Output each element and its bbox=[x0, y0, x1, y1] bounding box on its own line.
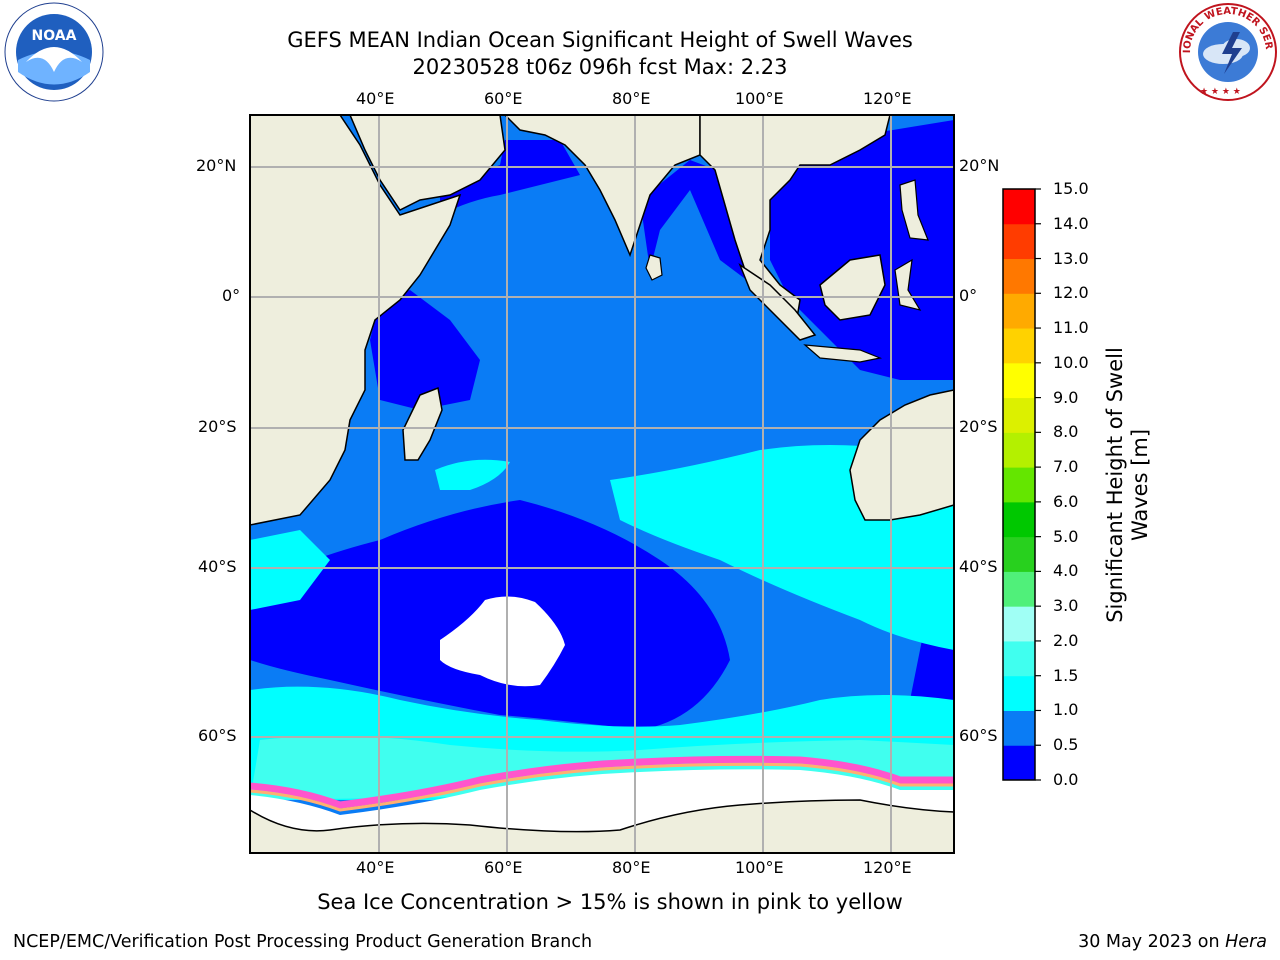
lon-tick-bottom: 40°E bbox=[356, 858, 395, 877]
colorbar-tick-label: 0.5 bbox=[1053, 735, 1079, 755]
colorbar-segment bbox=[1003, 536, 1035, 572]
footer-machine: Hera bbox=[1225, 932, 1267, 952]
land-borneo bbox=[819, 254, 886, 321]
land-java bbox=[803, 344, 883, 363]
lat-tick-right: 0° bbox=[959, 286, 978, 305]
colorbar-segment bbox=[1003, 640, 1035, 677]
colorbar-tick-label: 10.0 bbox=[1053, 352, 1089, 372]
colorbar-title-line2: Waves [m] bbox=[1128, 428, 1152, 542]
lat-tick-right: 20°S bbox=[959, 417, 998, 436]
lat-tick-right: 40°S bbox=[959, 557, 998, 576]
gridlines bbox=[250, 115, 954, 853]
lat-tick-left: 0° bbox=[222, 286, 241, 305]
lon-tick-bottom: 80°E bbox=[612, 858, 651, 877]
colorbar-title-line1: Significant Height of Swell bbox=[1103, 347, 1127, 623]
lon-tick-bottom: 100°E bbox=[735, 858, 784, 877]
swell-band-cyan-3 bbox=[250, 530, 330, 610]
colorbar-segment bbox=[1003, 571, 1035, 607]
colorbar-segment bbox=[1003, 362, 1035, 399]
sea-ice-caption: Sea Ice Concentration > 15% is shown in … bbox=[317, 890, 903, 914]
lat-tick-left: 20°N bbox=[196, 156, 237, 175]
colorbar-segment bbox=[1003, 501, 1035, 538]
lat-tick-left: 40°S bbox=[198, 557, 237, 576]
sea-ice-edge-inner bbox=[250, 762, 954, 812]
svg-text:★ ★ ★ ★: ★ ★ ★ ★ bbox=[1200, 87, 1241, 97]
colorbar-segment bbox=[1003, 606, 1035, 642]
lon-tick-top: 40°E bbox=[356, 89, 395, 108]
colorbar-tick-label: 1.0 bbox=[1053, 700, 1079, 720]
antarctica-land bbox=[250, 799, 954, 853]
colorbar-segment bbox=[1003, 432, 1035, 468]
colorbar-segment bbox=[1003, 675, 1035, 711]
colorbar-segment bbox=[1003, 328, 1035, 364]
colorbar-segment bbox=[1003, 189, 1035, 225]
svg-text:NOAA: NOAA bbox=[32, 28, 77, 44]
footer-date-text: 30 May 2023 on bbox=[1078, 932, 1226, 952]
noaa-logo: NOAA bbox=[4, 2, 104, 106]
colorbar-tick-label: 12.0 bbox=[1053, 283, 1089, 303]
footer-branch: NCEP/EMC/Verification Post Processing Pr… bbox=[13, 932, 593, 952]
colorbar-tick-label: 8.0 bbox=[1053, 422, 1079, 442]
colorbar-segment bbox=[1003, 223, 1035, 260]
swell-band-cyan-2 bbox=[435, 459, 510, 490]
colorbar-segment bbox=[1003, 293, 1035, 329]
lon-tick-bottom: 60°E bbox=[484, 858, 523, 877]
land-arabia bbox=[349, 115, 506, 211]
land-madagascar bbox=[402, 386, 443, 461]
map-field bbox=[250, 115, 954, 853]
lat-tick-right: 20°N bbox=[959, 156, 1000, 175]
chart-subtitle: 20230528 t06z 096h fcst Max: 2.23 bbox=[412, 55, 788, 79]
nws-logo: NATIONAL WEATHER SERVICE ★ ★ ★ ★ bbox=[1174, 0, 1278, 106]
lon-tick-bottom: 120°E bbox=[863, 858, 912, 877]
colorbar-tick-label: 13.0 bbox=[1053, 248, 1089, 268]
lat-tick-right: 60°S bbox=[959, 726, 998, 745]
colorbar-tick-label: 11.0 bbox=[1053, 318, 1089, 338]
colorbar-tick-label: 6.0 bbox=[1053, 491, 1079, 511]
lat-tick-left: 20°S bbox=[198, 417, 237, 436]
land-australia bbox=[849, 389, 954, 521]
swell-band-dark-africa bbox=[370, 290, 480, 410]
colorbar-segment bbox=[1003, 745, 1035, 781]
lon-tick-top: 120°E bbox=[863, 89, 912, 108]
colorbar-segment bbox=[1003, 467, 1035, 503]
lat-tick-left: 60°S bbox=[198, 726, 237, 745]
colorbar-segment bbox=[1003, 710, 1035, 746]
footer-date: 30 May 2023 on Hera bbox=[1078, 932, 1267, 952]
land-india bbox=[503, 115, 701, 258]
land-sri-lanka bbox=[645, 254, 663, 281]
colorbar-tick-label: 2.0 bbox=[1053, 630, 1079, 650]
land-sumatra bbox=[738, 263, 817, 341]
colorbar-tick-label: 15.0 bbox=[1053, 179, 1089, 198]
lon-tick-top: 100°E bbox=[735, 89, 784, 108]
colorbar-tick-label: 3.0 bbox=[1053, 596, 1079, 616]
colorbar-segment bbox=[1003, 258, 1035, 294]
colorbar-tick-label: 5.0 bbox=[1053, 526, 1079, 546]
colorbar-tick-label: 14.0 bbox=[1053, 213, 1089, 233]
colorbar-tick-label: 9.0 bbox=[1053, 387, 1079, 407]
land-philippines bbox=[899, 179, 929, 241]
land-se-asia bbox=[699, 115, 891, 332]
colorbar-tick-label: 7.0 bbox=[1053, 457, 1079, 477]
colorbar bbox=[1003, 188, 1041, 781]
missing-data-patch bbox=[440, 596, 565, 687]
swell-band-dark-north bbox=[440, 140, 580, 215]
lon-tick-top: 80°E bbox=[612, 89, 651, 108]
colorbar-frame bbox=[1002, 188, 1036, 781]
map-frame bbox=[249, 114, 955, 854]
sea-ice-edge bbox=[250, 755, 954, 809]
lon-tick-top: 60°E bbox=[484, 89, 523, 108]
colorbar-tick-label: 4.0 bbox=[1053, 561, 1079, 581]
colorbar-tick-label: 1.5 bbox=[1053, 665, 1079, 685]
chart-title: GEFS MEAN Indian Ocean Significant Heigh… bbox=[287, 28, 913, 52]
colorbar-tick-label: 0.0 bbox=[1053, 770, 1079, 789]
colorbar-segment bbox=[1003, 397, 1035, 433]
